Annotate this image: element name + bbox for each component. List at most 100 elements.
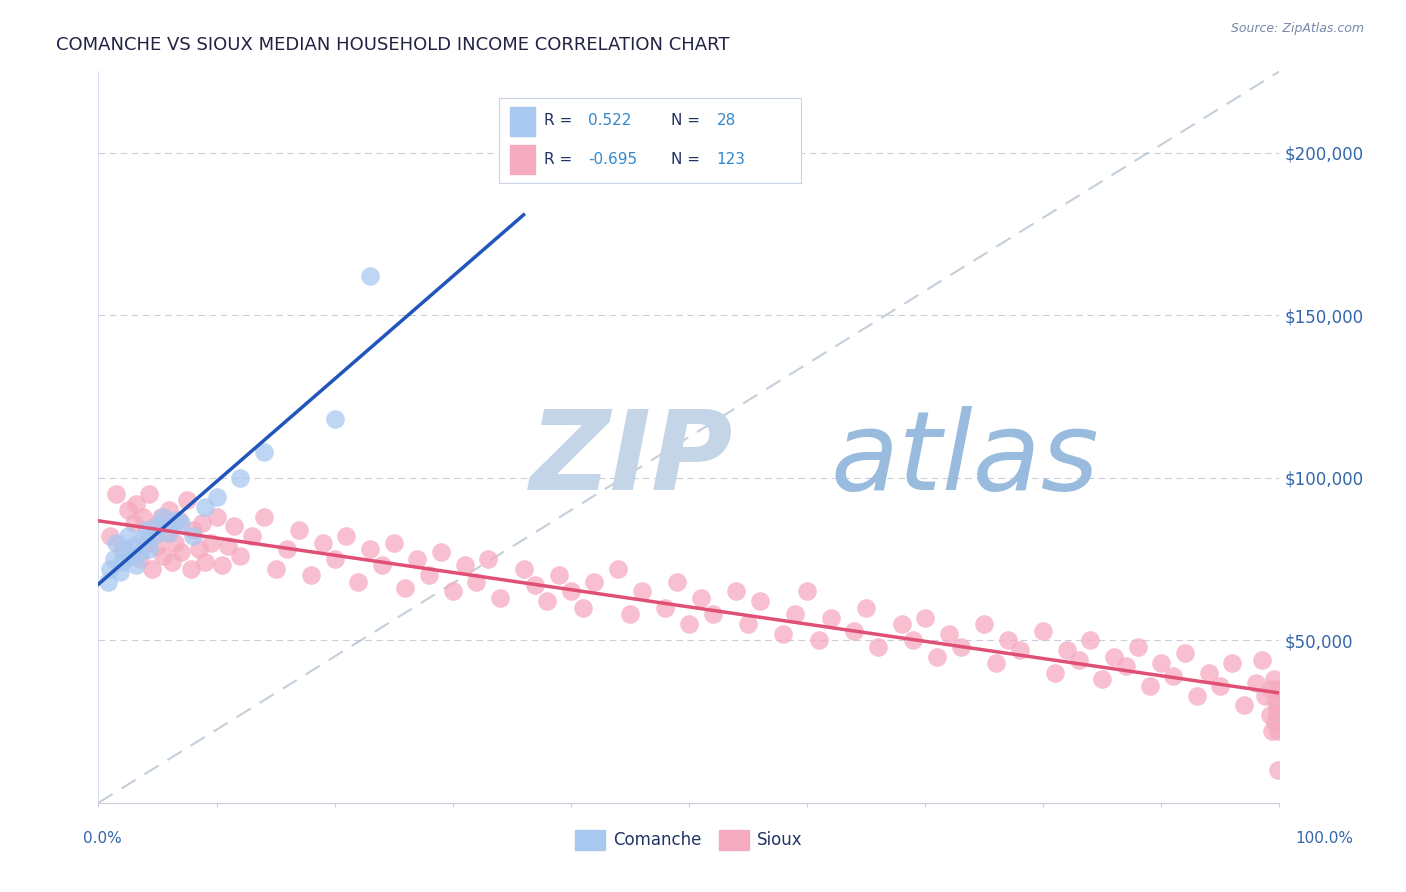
Point bbox=[1067, 653, 1090, 667]
Point bbox=[1244, 675, 1267, 690]
Point bbox=[132, 533, 155, 547]
Point bbox=[142, 529, 165, 543]
Point bbox=[796, 584, 818, 599]
Point bbox=[630, 584, 652, 599]
Text: 28: 28 bbox=[717, 113, 735, 128]
Point bbox=[117, 503, 139, 517]
Point bbox=[323, 412, 346, 426]
Point bbox=[224, 519, 246, 533]
Point bbox=[938, 626, 960, 640]
Point bbox=[1056, 643, 1078, 657]
Point bbox=[288, 523, 311, 537]
Point bbox=[406, 552, 429, 566]
Point bbox=[253, 444, 276, 458]
Point bbox=[418, 568, 440, 582]
Text: 100.0%: 100.0% bbox=[1295, 831, 1354, 846]
Point bbox=[1209, 679, 1232, 693]
Point bbox=[678, 617, 700, 632]
Point bbox=[619, 607, 641, 622]
FancyBboxPatch shape bbox=[510, 107, 536, 136]
Point bbox=[276, 542, 298, 557]
Point bbox=[125, 558, 148, 573]
Text: atlas: atlas bbox=[831, 406, 1099, 513]
Point bbox=[1008, 643, 1031, 657]
Point bbox=[571, 600, 593, 615]
Text: N =: N = bbox=[672, 113, 706, 128]
Point bbox=[1250, 653, 1272, 667]
Point bbox=[135, 535, 157, 549]
Point bbox=[165, 513, 187, 527]
Point bbox=[725, 584, 748, 599]
Point bbox=[138, 487, 160, 501]
Point bbox=[702, 607, 724, 622]
Point bbox=[299, 568, 322, 582]
Point bbox=[194, 500, 217, 514]
Point bbox=[312, 535, 335, 549]
Point bbox=[347, 574, 370, 589]
Text: Source: ZipAtlas.com: Source: ZipAtlas.com bbox=[1230, 22, 1364, 36]
Point bbox=[176, 493, 198, 508]
Point bbox=[1267, 724, 1289, 739]
Point bbox=[654, 600, 676, 615]
Point bbox=[112, 542, 135, 557]
Point bbox=[165, 535, 187, 549]
Text: 0.522: 0.522 bbox=[588, 113, 631, 128]
Point bbox=[194, 555, 217, 569]
Point bbox=[191, 516, 214, 531]
Point bbox=[1139, 679, 1161, 693]
Point bbox=[156, 526, 179, 541]
Point bbox=[890, 617, 912, 632]
Point bbox=[335, 529, 357, 543]
Point bbox=[548, 568, 571, 582]
Point bbox=[187, 542, 209, 557]
Point bbox=[536, 594, 558, 608]
Point bbox=[1267, 764, 1289, 778]
Point bbox=[1115, 659, 1137, 673]
Point bbox=[689, 591, 711, 605]
Point bbox=[181, 523, 204, 537]
Point bbox=[105, 535, 128, 549]
Point bbox=[229, 549, 252, 563]
Point bbox=[807, 633, 830, 648]
Text: -0.695: -0.695 bbox=[588, 152, 637, 167]
Point bbox=[135, 523, 157, 537]
Point bbox=[200, 535, 222, 549]
Point bbox=[98, 562, 121, 576]
Point bbox=[1126, 640, 1149, 654]
Point bbox=[240, 529, 263, 543]
Point bbox=[229, 471, 252, 485]
Point bbox=[737, 617, 759, 632]
Text: 0.0%: 0.0% bbox=[83, 831, 122, 846]
Point bbox=[120, 549, 142, 563]
Point bbox=[1265, 705, 1288, 719]
Point bbox=[1264, 695, 1286, 709]
Point bbox=[253, 509, 276, 524]
Point bbox=[157, 503, 180, 517]
Text: COMANCHE VS SIOUX MEDIAN HOUSEHOLD INCOME CORRELATION CHART: COMANCHE VS SIOUX MEDIAN HOUSEHOLD INCOM… bbox=[56, 36, 730, 54]
Point bbox=[111, 542, 134, 557]
Point bbox=[1254, 689, 1277, 703]
Point bbox=[170, 516, 193, 531]
Point bbox=[323, 552, 346, 566]
Point bbox=[382, 535, 405, 549]
Point bbox=[138, 542, 160, 557]
Point bbox=[117, 529, 139, 543]
Point bbox=[146, 519, 169, 533]
Point bbox=[1267, 681, 1289, 696]
Text: R =: R = bbox=[544, 152, 578, 167]
Point bbox=[359, 542, 381, 557]
Text: ZIP: ZIP bbox=[530, 406, 733, 513]
Point bbox=[820, 610, 842, 624]
Point bbox=[1185, 689, 1208, 703]
Point bbox=[855, 600, 877, 615]
Point bbox=[1080, 633, 1102, 648]
Point bbox=[903, 633, 925, 648]
Point bbox=[111, 555, 134, 569]
Point bbox=[128, 552, 150, 566]
Point bbox=[984, 656, 1007, 670]
Point bbox=[772, 626, 794, 640]
Point bbox=[1258, 708, 1281, 723]
Point bbox=[607, 562, 630, 576]
Point bbox=[132, 509, 155, 524]
Point bbox=[973, 617, 995, 632]
